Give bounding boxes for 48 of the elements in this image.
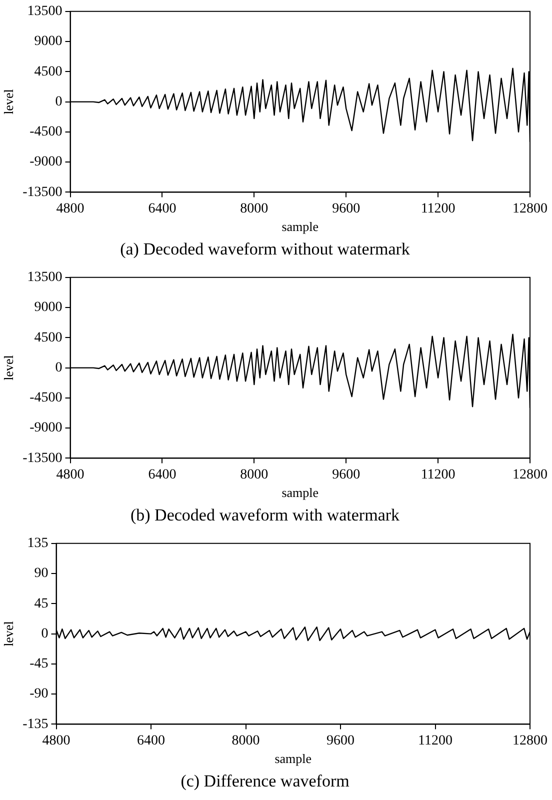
y-axis-title: level: [1, 354, 16, 380]
y-tick-label: 90: [34, 566, 48, 582]
x-tick-label: 11200: [420, 467, 456, 482]
y-tick-label: -9000: [30, 420, 62, 436]
y-tick-label: 0: [55, 94, 62, 110]
text: (c) Difference waveform: [180, 771, 350, 790]
text: (b) Decoded waveform with watermark: [130, 505, 400, 524]
x-tick-label: 6400: [148, 201, 176, 216]
y-tick-label: 0: [41, 626, 48, 642]
x-tick-label: 4800: [56, 201, 84, 216]
y-tick-label: 13500: [27, 270, 62, 286]
text: (a) Decoded waveform without watermark: [120, 239, 410, 258]
y-tick-label: 4500: [34, 64, 62, 80]
y-tick-label: -13500: [22, 450, 62, 466]
x-tick-label: 9600: [332, 201, 360, 216]
x-tick-label: 6400: [148, 467, 176, 482]
y-axis-title: level: [1, 620, 16, 646]
x-tick-label: 9600: [332, 467, 360, 482]
y-tick-label: -9000: [30, 154, 62, 170]
x-tick-label: 12800: [512, 467, 548, 482]
x-tick-label: 11200: [420, 201, 456, 216]
x-tick-label: 4800: [56, 467, 84, 482]
y-tick-label: -90: [30, 686, 48, 702]
y-tick-label: -4500: [30, 124, 62, 140]
x-tick-label: 9600: [326, 733, 355, 748]
y-tick-label: 9000: [34, 34, 62, 50]
x-tick-label: 6400: [137, 733, 166, 748]
x-tick-label: 8000: [240, 467, 268, 482]
y-tick-label: 135: [27, 536, 48, 552]
x-axis-title: sample: [282, 219, 319, 234]
y-tick-label: 13500: [27, 4, 62, 20]
y-tick-label: 9000: [34, 300, 62, 316]
y-tick-label: -4500: [30, 390, 62, 406]
x-tick-label: 8000: [232, 733, 260, 748]
y-tick-label: 0: [55, 360, 62, 376]
y-tick-label: 4500: [34, 330, 62, 346]
y-tick-label: -135: [22, 716, 48, 732]
x-tick-label: 12800: [512, 733, 548, 748]
x-axis-title: sample: [282, 485, 319, 500]
y-tick-label: 45: [34, 596, 48, 612]
y-tick-label: -13500: [22, 184, 62, 200]
x-tick-label: 11200: [418, 733, 452, 748]
x-tick-label: 12800: [512, 201, 548, 216]
y-axis-title: level: [1, 88, 16, 114]
y-tick-label: -45: [30, 656, 48, 672]
x-tick-label: 8000: [240, 201, 268, 216]
x-tick-label: 4800: [42, 733, 70, 748]
x-axis-title: sample: [274, 751, 312, 766]
